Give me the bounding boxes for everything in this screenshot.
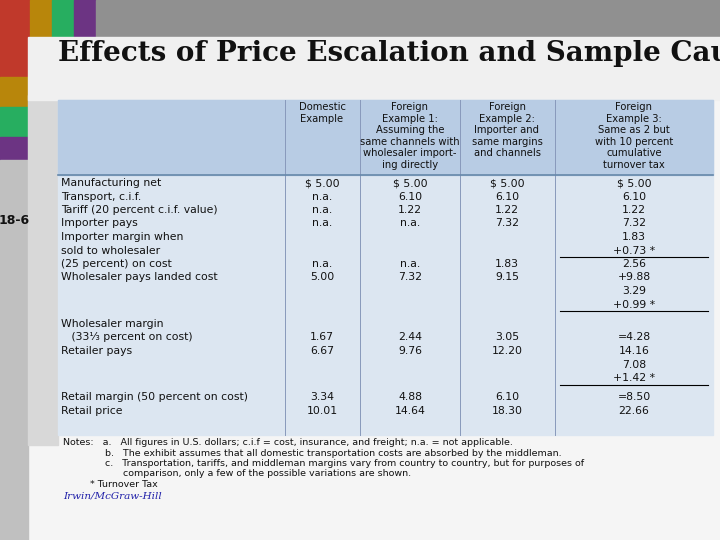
Text: Retailer pays: Retailer pays	[61, 346, 132, 356]
Text: 6.67: 6.67	[310, 346, 334, 356]
Bar	[0, 170, 28, 440]
Text: =8.50: =8.50	[617, 393, 651, 402]
Text: Effects of Price Escalation and Sample Causes: Effects of Price Escalation and Sample C…	[58, 40, 720, 67]
Bar	[52, 0, 74, 37]
Bar	[0, 0, 720, 100]
Text: Tariff (20 percent c.i.f. value): Tariff (20 percent c.i.f. value)	[61, 205, 217, 215]
Text: Wholesaler pays landed cost: Wholesaler pays landed cost	[61, 273, 217, 282]
Text: Irwin/McGraw-Hill: Irwin/McGraw-Hill	[63, 491, 162, 501]
Text: =4.28: =4.28	[618, 333, 651, 342]
Text: 6.10: 6.10	[495, 393, 519, 402]
Text: 14.16: 14.16	[618, 346, 649, 356]
Bar	[0, 0, 30, 37]
Text: $ 5.00: $ 5.00	[392, 178, 427, 188]
Text: 1.22: 1.22	[495, 205, 519, 215]
Text: 6.10: 6.10	[495, 192, 519, 201]
Text: Manufacturing net: Manufacturing net	[61, 178, 161, 188]
Text: $ 5.00: $ 5.00	[490, 178, 524, 188]
Text: 1.22: 1.22	[622, 205, 646, 215]
Text: Importer margin when: Importer margin when	[61, 232, 184, 242]
Text: Foreign
Example 1:
Assuming the
same channels with
wholesaler import-
ing direct: Foreign Example 1: Assuming the same cha…	[360, 102, 460, 170]
Text: n.a.: n.a.	[312, 259, 332, 269]
Text: 10.01: 10.01	[307, 406, 338, 416]
Text: Domestic
Example: Domestic Example	[299, 102, 346, 124]
Text: 22.66: 22.66	[618, 406, 649, 416]
Bar	[0, 77, 28, 107]
Text: 6.10: 6.10	[622, 192, 646, 201]
Text: (25 percent) on cost: (25 percent) on cost	[61, 259, 172, 269]
Text: +0.73 *: +0.73 *	[613, 246, 655, 255]
Text: 4.88: 4.88	[398, 393, 422, 402]
Text: $ 5.00: $ 5.00	[617, 178, 652, 188]
Text: 7.32: 7.32	[398, 273, 422, 282]
Text: 6.10: 6.10	[398, 192, 422, 201]
Bar	[0, 107, 28, 137]
Text: 1.67: 1.67	[310, 333, 334, 342]
Text: Importer pays: Importer pays	[61, 219, 138, 228]
Text: 5.00: 5.00	[310, 273, 334, 282]
Text: Wholesaler margin: Wholesaler margin	[61, 319, 163, 329]
Text: 2.44: 2.44	[398, 333, 422, 342]
Bar	[96, 0, 720, 37]
Text: +1.42 *: +1.42 *	[613, 373, 655, 383]
Text: b.   The exhibit assumes that all domestic transportation costs are absorbed by : b. The exhibit assumes that all domestic…	[63, 449, 562, 457]
Text: (33¹⁄₃ percent on cost): (33¹⁄₃ percent on cost)	[61, 333, 193, 342]
Text: Retail margin (50 percent on cost): Retail margin (50 percent on cost)	[61, 393, 248, 402]
Text: n.a.: n.a.	[312, 192, 332, 201]
Text: 3.29: 3.29	[622, 286, 646, 296]
Bar	[0, 137, 28, 170]
Text: 2.56: 2.56	[622, 259, 646, 269]
Bar	[58, 100, 713, 435]
Bar	[28, 37, 720, 100]
Text: 3.34: 3.34	[310, 393, 334, 402]
Text: Foreign
Example 3:
Same as 2 but
with 10 percent
cumulative
turnover tax: Foreign Example 3: Same as 2 but with 10…	[595, 102, 673, 170]
Text: 1.22: 1.22	[398, 205, 422, 215]
Text: 1.83: 1.83	[495, 259, 519, 269]
Text: +0.99 *: +0.99 *	[613, 300, 655, 309]
Text: * Turnover Tax: * Turnover Tax	[63, 480, 158, 489]
Text: c.   Transportation, tariffs, and middleman margins vary from country to country: c. Transportation, tariffs, and middlema…	[63, 459, 584, 468]
Text: n.a.: n.a.	[400, 259, 420, 269]
Text: 1.83: 1.83	[622, 232, 646, 242]
Text: 7.08: 7.08	[622, 360, 646, 369]
Bar	[58, 100, 713, 175]
Text: n.a.: n.a.	[312, 219, 332, 228]
Text: 18-6: 18-6	[0, 213, 30, 226]
Text: Retail price: Retail price	[61, 406, 122, 416]
Text: 12.20: 12.20	[492, 346, 523, 356]
Text: 9.15: 9.15	[495, 273, 519, 282]
Text: +9.88: +9.88	[618, 273, 651, 282]
Text: 18.30: 18.30	[492, 406, 523, 416]
Bar	[0, 0, 28, 77]
Text: 3.05: 3.05	[495, 333, 519, 342]
Bar	[74, 0, 96, 37]
Text: 7.32: 7.32	[622, 219, 646, 228]
Text: n.a.: n.a.	[400, 219, 420, 228]
Bar	[28, 95, 58, 445]
Bar	[0, 160, 28, 540]
Text: n.a.: n.a.	[312, 205, 332, 215]
Text: 7.32: 7.32	[495, 219, 519, 228]
Text: $ 5.00: $ 5.00	[305, 178, 339, 188]
Text: Notes:   a.   All figures in U.S. dollars; c.i.f = cost, insurance, and freight;: Notes: a. All figures in U.S. dollars; c…	[63, 438, 513, 447]
Text: comparison, only a few of the possible variations are shown.: comparison, only a few of the possible v…	[63, 469, 411, 478]
Text: 14.64: 14.64	[395, 406, 426, 416]
Text: Foreign
Example 2:
Importer and
same margins
and channels: Foreign Example 2: Importer and same mar…	[472, 102, 542, 158]
Text: 9.76: 9.76	[398, 346, 422, 356]
Bar	[30, 0, 52, 37]
Text: Transport, c.i.f.: Transport, c.i.f.	[61, 192, 141, 201]
Text: sold to wholesaler: sold to wholesaler	[61, 246, 160, 255]
